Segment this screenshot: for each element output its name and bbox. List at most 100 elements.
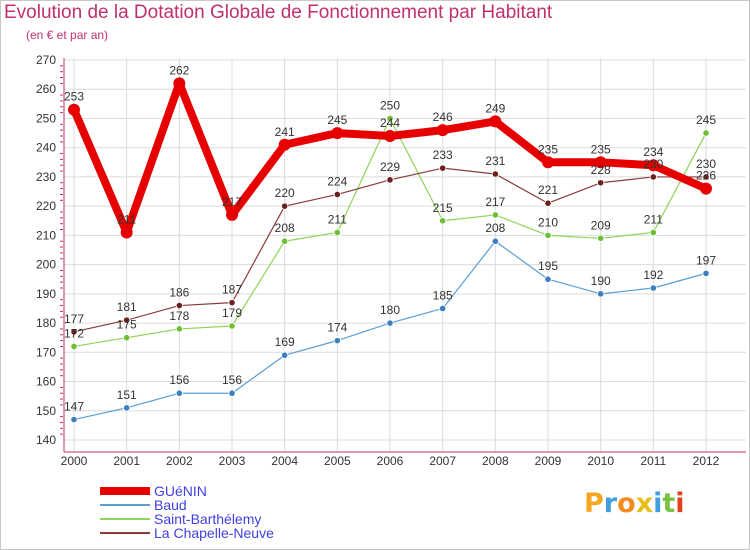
data-label: 230	[696, 157, 716, 171]
legend-item: La Chapelle-Neuve	[100, 526, 274, 540]
data-point	[544, 275, 552, 283]
data-label: 217	[485, 195, 505, 209]
data-point	[439, 217, 447, 225]
data-point	[386, 319, 394, 327]
data-point	[333, 190, 341, 199]
data-label: 262	[169, 63, 189, 77]
x-tick-label: 2012	[693, 454, 720, 468]
x-tick-label: 2009	[535, 454, 562, 468]
data-label: 241	[275, 125, 295, 139]
data-label: 174	[327, 321, 347, 335]
y-tick-label: 170	[36, 345, 56, 359]
data-label: 180	[380, 303, 400, 317]
data-label: 228	[591, 163, 611, 177]
data-point	[649, 284, 657, 292]
data-label: 172	[64, 326, 84, 340]
data-point	[333, 337, 341, 345]
logo-letter: r	[603, 488, 618, 519]
data-point	[175, 389, 183, 397]
data-label: 217	[222, 195, 242, 209]
data-point	[68, 103, 80, 116]
y-tick-label: 270	[36, 53, 56, 67]
chart-subtitle: (en € et par an)	[26, 28, 109, 42]
data-point	[597, 234, 605, 242]
data-label: 187	[222, 283, 242, 297]
data-label: 169	[275, 335, 295, 349]
legend-swatch	[100, 487, 150, 495]
legend-item: Saint-Barthélemy	[100, 512, 274, 526]
data-point	[226, 208, 238, 221]
y-tick-label: 150	[36, 404, 56, 418]
legend-item: Baud	[100, 498, 274, 512]
data-label: 147	[64, 400, 84, 414]
data-point	[489, 115, 502, 128]
data-label: 175	[117, 318, 137, 332]
x-tick-label: 2007	[429, 454, 456, 468]
data-label: 249	[485, 101, 505, 115]
y-tick-label: 200	[36, 258, 56, 272]
y-tick-label: 220	[36, 199, 56, 213]
data-point	[491, 211, 499, 219]
data-point	[175, 325, 183, 333]
data-label: 244	[380, 116, 400, 130]
data-label: 208	[485, 221, 505, 235]
logo-letter: i	[653, 488, 663, 519]
data-point	[123, 404, 131, 412]
data-point	[281, 351, 289, 359]
data-point	[70, 342, 78, 351]
data-point	[175, 301, 183, 310]
data-point	[597, 290, 605, 298]
data-label: 156	[222, 373, 242, 387]
data-label: 246	[433, 110, 453, 124]
data-point	[228, 322, 236, 330]
y-tick-label: 230	[36, 170, 56, 184]
data-point	[173, 77, 186, 90]
data-label: 197	[696, 253, 716, 267]
legend-item: GUéNIN	[100, 484, 274, 498]
y-tick-label: 180	[36, 316, 56, 330]
plot-area	[64, 58, 746, 452]
data-point	[123, 316, 131, 324]
data-label: 186	[169, 286, 189, 300]
data-point	[649, 173, 657, 181]
data-point	[647, 159, 660, 172]
x-tick-label: 2005	[324, 454, 351, 468]
legend-swatch	[100, 532, 150, 534]
data-label: 224	[327, 174, 347, 188]
data-point	[439, 304, 447, 313]
data-point	[281, 202, 289, 210]
y-tick-label: 210	[36, 228, 56, 242]
legend-label: GUéNIN	[154, 483, 207, 499]
logo-letter: P	[584, 488, 604, 519]
data-point	[702, 129, 710, 137]
data-point	[331, 127, 344, 140]
proxiti-logo: Proxiti	[584, 488, 685, 519]
data-label: 195	[538, 259, 558, 273]
data-point	[70, 328, 78, 336]
x-tick-label: 2011	[640, 454, 666, 468]
data-label: 245	[696, 113, 716, 127]
data-point	[120, 226, 133, 239]
x-tick-label: 2002	[166, 454, 193, 468]
data-label: 210	[538, 215, 558, 229]
data-label: 209	[591, 218, 611, 232]
x-tick-label: 2006	[377, 454, 404, 468]
data-label: 231	[485, 154, 505, 168]
data-point	[70, 415, 78, 424]
data-label: 151	[117, 388, 137, 402]
x-tick-label: 2008	[482, 454, 509, 468]
y-tick-label: 160	[36, 375, 56, 389]
data-label: 211	[117, 212, 136, 226]
data-point	[594, 156, 607, 169]
chart-title: Evolution de la Dotation Globale de Fonc…	[4, 2, 553, 23]
data-label: 211	[328, 212, 347, 226]
data-point	[649, 228, 657, 237]
x-tick-label: 2000	[61, 454, 88, 468]
data-label: 179	[222, 306, 242, 320]
data-point	[278, 138, 291, 151]
data-label: 178	[169, 309, 189, 323]
x-tick-label: 2010	[587, 454, 614, 468]
data-point	[700, 182, 712, 195]
data-label: 234	[643, 145, 663, 159]
chart-legend: GUéNIN Baud Saint-Barthélemy La Chapelle-Ne…	[100, 484, 274, 540]
